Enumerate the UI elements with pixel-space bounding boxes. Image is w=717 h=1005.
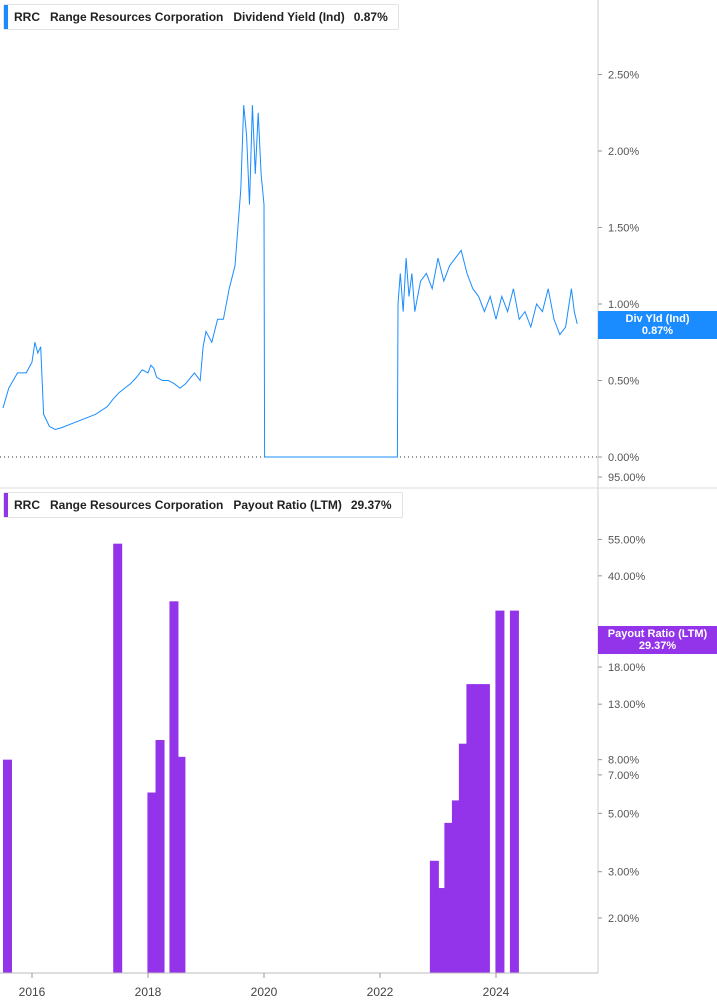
y-tick-label: 2.50%	[608, 70, 639, 82]
payout-ratio-bar	[436, 888, 446, 973]
y-tick-label: 2.00%	[608, 146, 639, 158]
payout-ratio-bar	[429, 860, 439, 973]
legend-ticker: RRC	[14, 10, 40, 24]
payout-ratio-bar	[113, 543, 123, 973]
payout-ratio-bar	[480, 684, 490, 973]
payout-ratio-bar	[466, 684, 476, 973]
dividend-yield-legend: RRC Range Resources Corporation Dividend…	[3, 4, 399, 30]
x-axis: 2016 2018 2020 2022 2024	[0, 972, 598, 999]
y-tick-label: 1.00%	[608, 299, 639, 311]
payout-ratio-bar	[458, 743, 468, 973]
payout-ratio-bar	[176, 756, 186, 973]
legend-ticker: RRC	[14, 498, 40, 512]
payout-ratio-legend: RRC Range Resources Corporation Payout R…	[3, 492, 403, 518]
dividend-yield-axis: 0.00% 0.50% 1.00% 1.50% 2.00% 2.50%	[0, 0, 717, 489]
legend-value: 0.87%	[353, 10, 388, 24]
y-tick-label: 1.50%	[608, 223, 639, 235]
y-tick-label: 18.00%	[608, 662, 646, 674]
legend-company: Range Resources Corporation	[50, 498, 224, 512]
legend-metric: Dividend Yield (Ind)	[233, 10, 345, 24]
legend-company: Range Resources Corporation	[50, 10, 224, 24]
payout-ratio-bar	[495, 610, 505, 973]
y-tick-label: 40.00%	[608, 571, 646, 583]
payout-ratio-bar	[3, 759, 12, 973]
legend-value: 29.37%	[350, 498, 392, 512]
series-color-swatch	[4, 493, 8, 517]
y-tick-label: 5.00%	[608, 808, 639, 820]
legend-metric: Payout Ratio (LTM)	[233, 498, 342, 512]
x-tick-label: 2016	[19, 985, 46, 999]
payout-ratio-bar	[473, 684, 483, 973]
tag-value: 0.87%	[641, 325, 674, 337]
payout-ratio-bar	[155, 740, 165, 973]
y-tick-label: 0.50%	[608, 376, 639, 388]
y-tick-label: 3.00%	[608, 867, 639, 879]
y-tick-label: 2.00%	[608, 913, 639, 925]
payout-ratio-bar	[509, 610, 519, 973]
y-tick-label: 7.00%	[608, 770, 639, 782]
payout-ratio-bars	[3, 543, 519, 973]
payout-ratio-bar	[451, 800, 461, 973]
dividend-yield-price-tag: Div Yld (Ind) 0.87%	[598, 311, 717, 339]
payout-ratio-axis: 2.00%3.00%5.00%7.00%8.00%13.00%18.00%25.…	[597, 472, 646, 973]
y-tick-label: 13.00%	[608, 699, 646, 711]
dividend-yield-line	[2, 105, 578, 458]
series-color-swatch	[4, 5, 8, 29]
y-tick-label: 55.00%	[608, 534, 646, 546]
y-tick-label: 95.00%	[608, 472, 646, 484]
x-tick-label: 2024	[483, 985, 510, 999]
tag-label: Div Yld (Ind)	[625, 313, 690, 325]
y-tick-label: 0.00%	[608, 452, 639, 464]
x-tick-label: 2020	[251, 985, 278, 999]
tag-value: 29.37%	[638, 640, 677, 652]
payout-ratio-bar	[169, 601, 179, 973]
x-tick-label: 2022	[367, 985, 394, 999]
tag-label: Payout Ratio (LTM)	[607, 628, 708, 640]
y-tick-label: 8.00%	[608, 755, 639, 767]
payout-ratio-price-tag: Payout Ratio (LTM) 29.37%	[598, 626, 717, 654]
payout-ratio-bar	[444, 822, 454, 973]
payout-ratio-bar	[147, 792, 157, 973]
x-tick-label: 2018	[135, 985, 162, 999]
